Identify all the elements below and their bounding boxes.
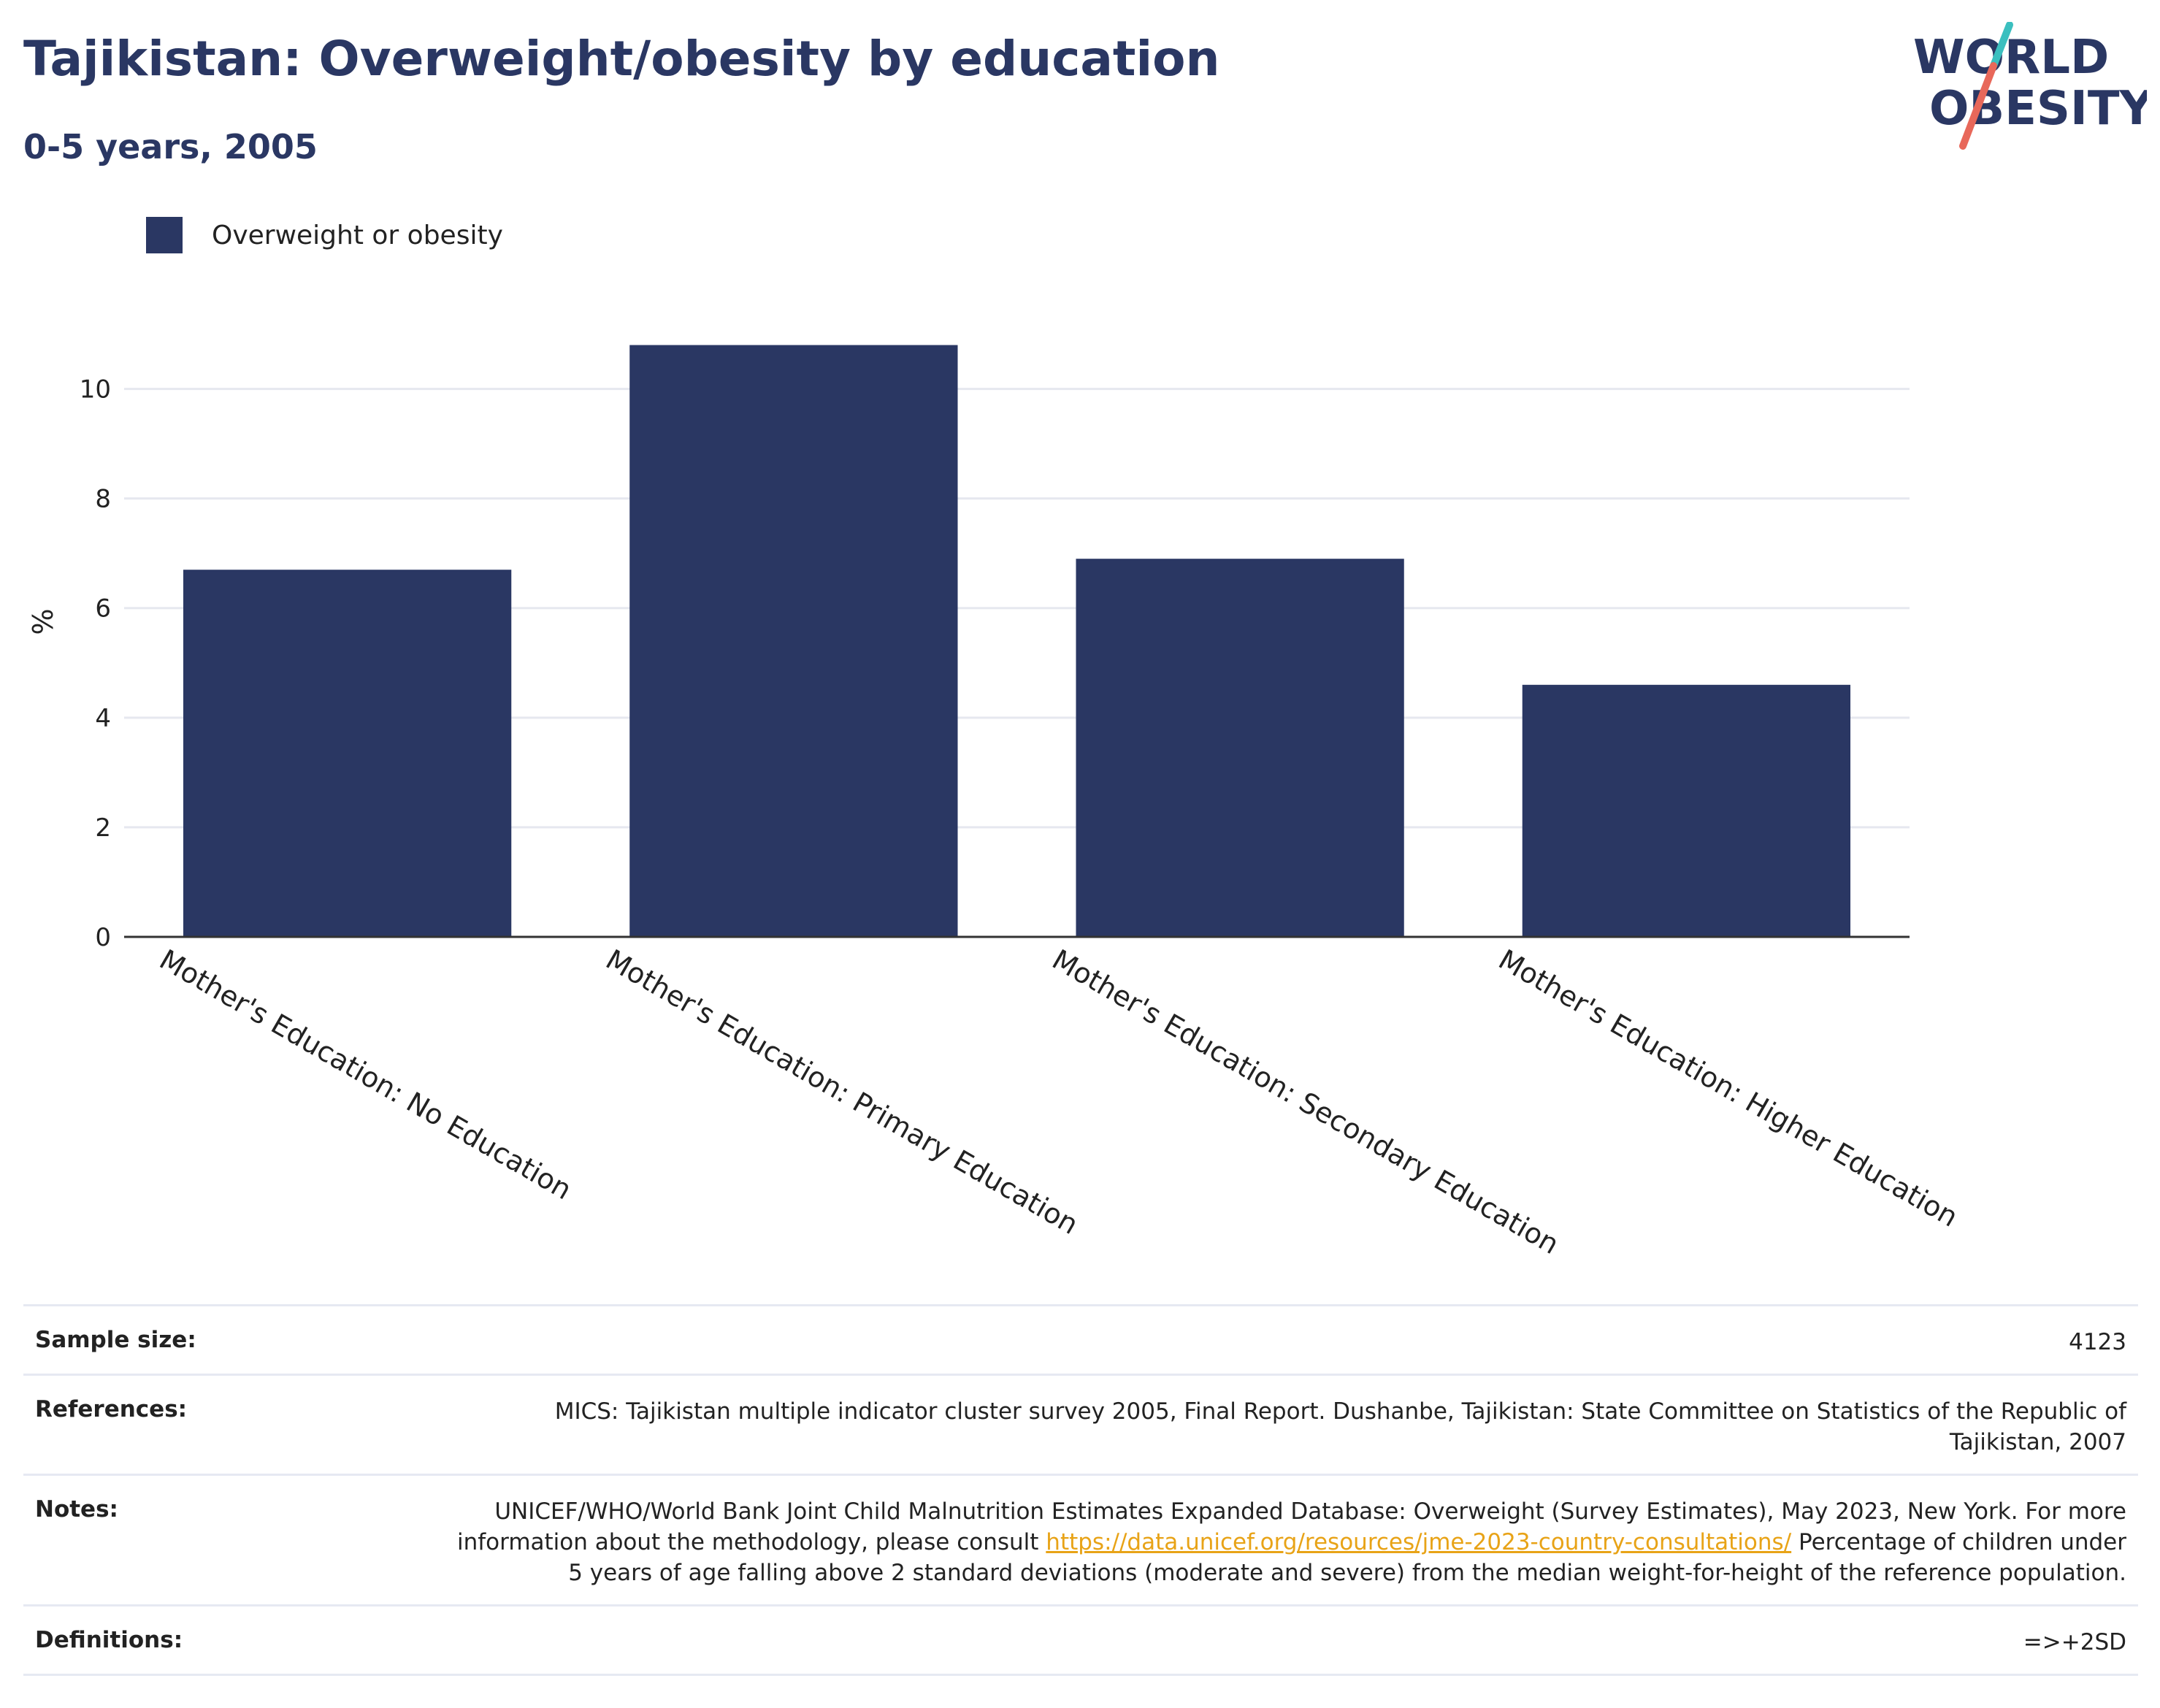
logo-text-world: WORLD [1913,31,2109,85]
y-tick-label: 6 [95,594,111,624]
bar [1522,684,1851,937]
definitions-label: Definitions: [35,1627,183,1653]
notes-label: Notes: [35,1496,118,1523]
y-axis-label: % [27,608,59,635]
logo-text-obesity: OBESITY [1929,82,2147,136]
notes-text-after: Percentage of children under 5 years of … [568,1529,2126,1586]
y-tick-label: 4 [95,704,111,733]
references-label: References: [35,1396,188,1422]
x-tick-label: Mother's Education: Higher Education [1493,943,1964,1233]
definitions-value: =>+2SD [2023,1629,2126,1655]
bar [1076,559,1404,937]
world-obesity-logo: WORLD OBESITY [1913,22,2147,150]
chart-subtitle: 0-5 years, 2005 [23,127,318,166]
notes-row: Notes: UNICEF/WHO/World Bank Joint Child… [23,1474,2138,1604]
bar-chart: 0 2 4 6 8 10% Mother's Education: No Education… [27,345,1964,1261]
chart-title: Tajikistan: Overweight/obesity by educat… [23,31,1220,87]
bar [629,345,958,938]
legend-label: Overweight or obesity [212,220,503,250]
notes-link[interactable]: https://data.unicef.org/resources/jme-20… [1046,1529,1792,1555]
references-value: MICS: Tajikistan multiple indicator clus… [554,1398,2126,1455]
sample-size-label: Sample size: [35,1327,196,1353]
logo-slash-teal [1990,22,2013,69]
sample-size-value: 4123 [2069,1329,2126,1355]
y-tick-label: 8 [95,485,111,514]
sample-size-row: Sample size: 4123 [23,1304,2138,1374]
x-tick-label: Mother's Education: Secondary Education [1047,943,1565,1261]
bars [183,345,1851,938]
y-tick-label: 10 [80,375,111,405]
notes-value: UNICEF/WHO/World Bank Joint Child Malnut… [447,1496,2126,1588]
chart-legend[interactable]: Overweight or obesity [146,216,503,254]
y-tick-label: 0 [95,923,111,952]
bar [183,570,512,937]
y-tick-label: 2 [95,813,111,843]
x-tick-label: Mother's Education: No Education [154,943,577,1206]
notes-text-before: UNICEF/WHO/World Bank Joint Child Malnut… [456,1498,2126,1555]
definitions-row: Definitions: =>+2SD [23,1604,2138,1676]
references-row: References: MICS: Tajikistan multiple in… [23,1374,2138,1474]
logo-slash-red [1959,62,1997,150]
info-table: Sample size: 4123 References: MICS: Taji… [23,1304,2138,1676]
legend-swatch [146,217,183,253]
x-tick-label: Mother's Education: Primary Education [600,943,1084,1241]
